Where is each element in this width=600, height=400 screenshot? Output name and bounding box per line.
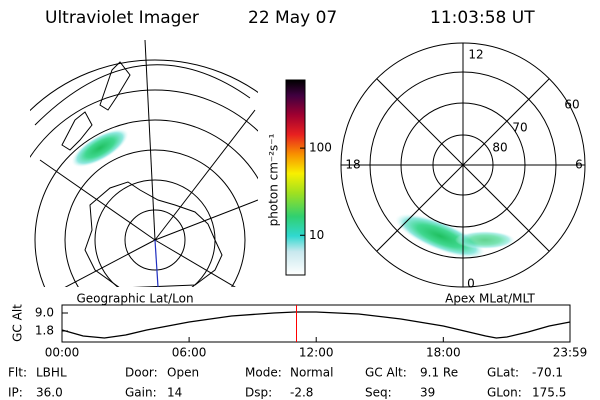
mlt-label: 18 xyxy=(345,158,360,172)
colorbar-tick-label: 10 xyxy=(309,228,324,242)
title: Ultraviolet Imager xyxy=(45,8,199,28)
field-label: Flt: xyxy=(8,366,27,380)
field-value: 175.5 xyxy=(532,386,566,400)
mlat-label: 60 xyxy=(564,98,579,112)
x-tick-label: 23:59 xyxy=(553,346,588,360)
mlt-label: 6 xyxy=(575,158,583,172)
x-tick-label: 12:00 xyxy=(299,346,334,360)
field-value: 39 xyxy=(420,386,435,400)
field-value: -70.1 xyxy=(532,366,563,380)
y-tick-label: 9.0 xyxy=(35,306,54,320)
field-label: GC Alt: xyxy=(365,366,407,380)
time: 11:03:58 UT xyxy=(430,8,535,28)
field-value: 14 xyxy=(167,386,182,400)
field-value: Normal xyxy=(290,366,333,380)
altitude-frame xyxy=(61,304,571,343)
colorbar-tick-label: 100 xyxy=(309,141,332,155)
footer: Flt: LBHL Door: Open Mode: Normal GC Alt: 9.1 R… xyxy=(8,366,566,400)
field-label: Seq: xyxy=(365,386,392,400)
x-tick-label: 00:00 xyxy=(45,346,80,360)
geo-map xyxy=(30,40,258,287)
mlt-label: 0 xyxy=(467,277,475,291)
field-label: IP: xyxy=(8,386,23,400)
x-tick-label: 06:00 xyxy=(172,346,207,360)
field-value: -2.8 xyxy=(290,386,313,400)
mlat-label: 70 xyxy=(512,121,527,135)
mlat-label: 80 xyxy=(492,141,507,155)
y-tick-label: 1.8 xyxy=(35,324,54,338)
colorbar-label: photon cm⁻²s⁻¹ xyxy=(267,133,281,226)
field-value: 9.1 Re xyxy=(420,366,458,380)
x-tick-label: 18:00 xyxy=(426,346,461,360)
field-label: Gain: xyxy=(125,386,157,400)
field-label: Door: xyxy=(125,366,158,380)
field-label: Mode: xyxy=(245,366,282,380)
mag-map xyxy=(340,42,586,288)
field-label: Dsp: xyxy=(245,386,272,400)
altitude-curve xyxy=(61,311,571,339)
mag-label: Apex MLat/MLT xyxy=(445,292,535,306)
field-value: LBHL xyxy=(36,366,67,380)
geo-label: Geographic Lat/Lon xyxy=(76,292,193,306)
altitude-ylabel: GC Alt xyxy=(11,304,25,342)
field-label: GLat: xyxy=(487,366,519,380)
field-value: 36.0 xyxy=(36,386,63,400)
colorbar xyxy=(285,79,306,276)
date: 22 May 07 xyxy=(248,8,337,28)
field-label: GLon: xyxy=(487,386,522,400)
field-value: Open xyxy=(167,366,199,380)
mlt-label: 12 xyxy=(468,48,483,62)
